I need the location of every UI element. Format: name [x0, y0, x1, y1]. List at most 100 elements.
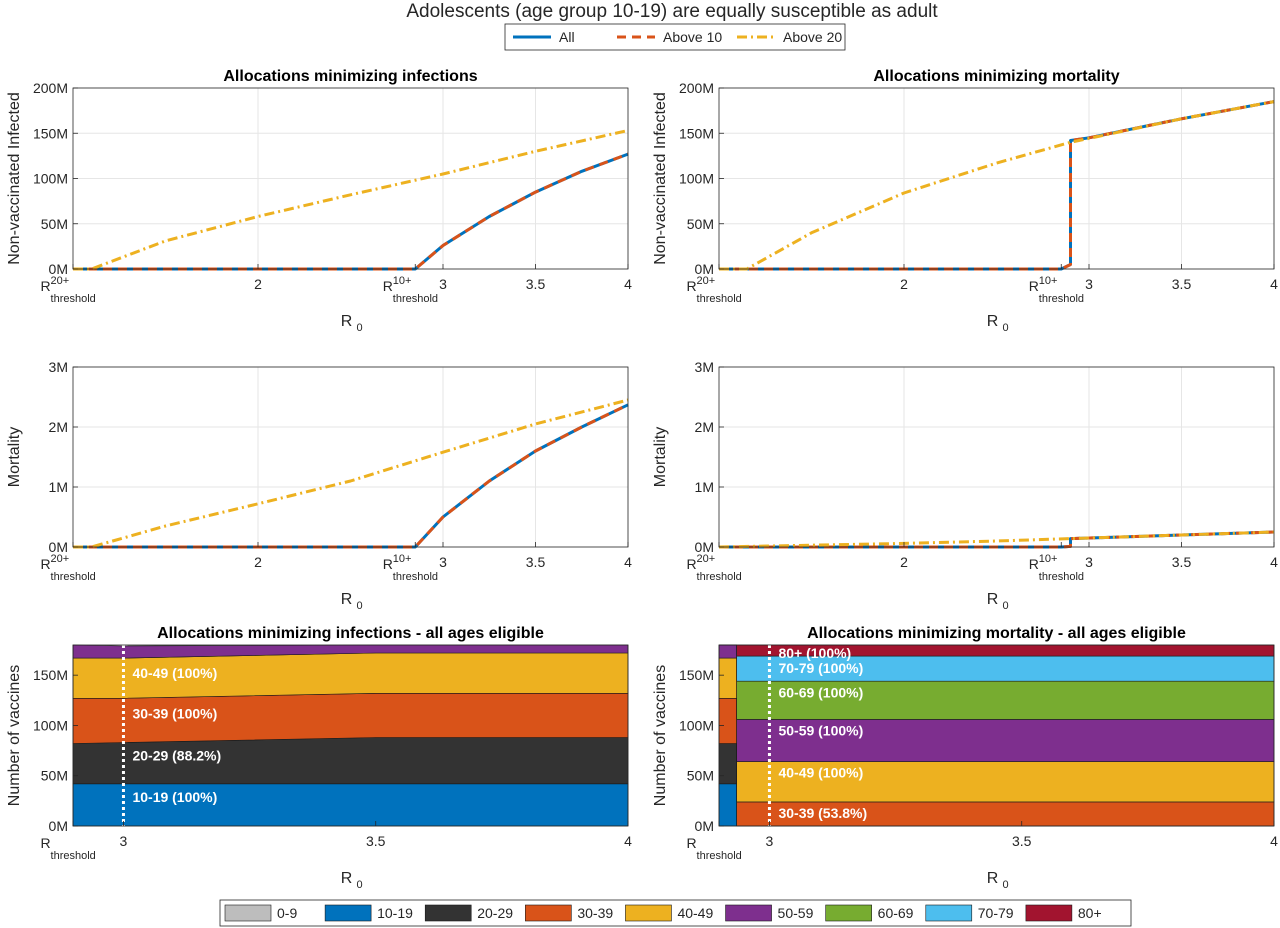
- y-tick-label-1: 50M: [687, 216, 714, 232]
- series-line-2: [73, 129, 629, 271]
- x-tick-label-2: 3.5: [526, 276, 546, 292]
- age-swatch-70-79: [925, 904, 973, 922]
- y-tick-label-2: 2M: [49, 419, 68, 435]
- x-tick-label-1: 3.5: [366, 833, 386, 849]
- x-tick-label-0: 3: [120, 833, 128, 849]
- y-tick-label-1: 50M: [41, 216, 68, 232]
- x-tick-label-0: 2: [254, 276, 262, 292]
- segment-label-3: 50-59 (100%): [778, 722, 863, 738]
- chart-title: Allocations minimizing infections - all …: [157, 625, 544, 642]
- chart-title: Allocations minimizing mortality: [873, 68, 1119, 85]
- segment-label-1: 70-79 (100%): [778, 660, 863, 676]
- y-tick-label-2: 100M: [33, 171, 68, 187]
- threshold-base-0: R: [687, 556, 697, 572]
- y-tick-label-1: 1M: [49, 479, 68, 495]
- x-tick-label-1: 3: [1085, 276, 1093, 292]
- x-tick-label-2: 3.5: [1172, 554, 1192, 570]
- threshold-sub-0: threshold: [51, 571, 96, 583]
- chart-vaccines_min_mortality: 80+ (100%)70-79 (100%) 60-69 (100%) 50-59 …: [652, 625, 1278, 891]
- segment-label-5: 30-39 (53.8%): [778, 805, 867, 821]
- threshold-base-1: R: [1029, 278, 1039, 294]
- chart-vaccines_min_infections: 40-49 (100%) 30-39 (100%) 20-29 (88.2%) 10-…: [6, 625, 632, 891]
- y-tick-label-1: 1M: [695, 479, 714, 495]
- threshold-base-0: R: [41, 835, 51, 851]
- y-tick-label-2: 2M: [695, 419, 714, 435]
- legend-label-0: All: [559, 29, 575, 45]
- y-tick-label-3: 150M: [33, 125, 68, 141]
- axes-box: [718, 644, 1275, 827]
- x-tick-label-0: 2: [254, 554, 262, 570]
- y-tick-label-4: 200M: [33, 80, 68, 96]
- age-label-2: 20-29: [477, 905, 513, 921]
- y-axis-label: Number of vaccines: [6, 665, 23, 806]
- axes-box: [72, 366, 629, 548]
- threshold-base-0: R: [687, 835, 697, 851]
- legend-label-2: Above 20: [783, 29, 842, 45]
- axes-box: [718, 366, 1275, 548]
- segment-label-0: 40-49 (100%): [132, 665, 217, 681]
- y-tick-label-0: 0M: [695, 261, 714, 277]
- threshold-sup-1: 10+: [393, 275, 412, 287]
- x-tick-label-3: 4: [624, 276, 632, 292]
- threshold-sup-0: 20+: [51, 275, 70, 287]
- threshold-sub-1: threshold: [1039, 293, 1084, 305]
- x-axis-label: R: [341, 870, 353, 887]
- age-swatch-30-39: [525, 904, 572, 922]
- x-axis-label: R: [341, 313, 353, 330]
- age-swatch-50-59: [725, 904, 772, 922]
- threshold-base-0: R: [41, 556, 51, 572]
- age-label-0: 0-9: [277, 905, 297, 921]
- threshold-base-0: R: [41, 278, 51, 294]
- series-legend-box: [504, 23, 846, 51]
- age-group-legend: 0-9 10-19 20-29 30-39 40-49 50-59 60-69 70-79 80…: [219, 899, 1132, 927]
- threshold-sup-0: 20+: [697, 275, 716, 287]
- threshold-sub-0: threshold: [51, 850, 96, 862]
- y-tick-label-0: 0M: [695, 818, 714, 834]
- y-axis-label: Mortality: [652, 427, 669, 487]
- y-tick-label-4: 200M: [679, 80, 714, 96]
- series-line-1: [719, 100, 1275, 271]
- y-tick-label-0: 0M: [49, 818, 68, 834]
- age-swatch-60-69: [825, 904, 872, 922]
- y-axis-label: Non-vaccinated Infected: [652, 92, 669, 265]
- plot-area: [719, 367, 1274, 547]
- threshold-sub-0: threshold: [697, 571, 742, 583]
- y-tick-label-0: 0M: [49, 539, 68, 555]
- y-tick-label-2: 100M: [679, 171, 714, 187]
- chart-title: Allocations minimizing mortality - all a…: [807, 625, 1186, 642]
- series-line-2: [719, 100, 1275, 271]
- series-line-2: [73, 398, 629, 549]
- threshold-sub-0: threshold: [51, 293, 96, 305]
- segment-label-2: 60-69 (100%): [778, 684, 863, 700]
- age-swatch-40-49: [625, 904, 672, 922]
- y-tick-label-2: 100M: [33, 717, 68, 733]
- x-axis-label-sub: 0: [1003, 322, 1009, 334]
- x-axis-label: R: [341, 591, 353, 608]
- x-tick-label-2: 3.5: [1172, 276, 1192, 292]
- series-legend: All Above 10 Above 20: [504, 23, 846, 51]
- x-tick-label-0: 2: [900, 276, 908, 292]
- x-axis-label: R: [987, 870, 999, 887]
- y-tick-label-3: 150M: [33, 667, 68, 683]
- segment-label-0: 80+ (100%): [778, 645, 851, 661]
- x-tick-label-3: 4: [624, 554, 632, 570]
- age-swatch-10-19: [324, 904, 372, 922]
- x-tick-label-1: 3.5: [1012, 833, 1032, 849]
- axes-box: [72, 644, 629, 827]
- series-line-2: [718, 530, 1275, 549]
- x-tick-label-1: 3: [439, 554, 447, 570]
- x-tick-label-3: 4: [1270, 554, 1278, 570]
- age-label-6: 60-69: [878, 905, 914, 921]
- x-tick-label-1: 3: [1085, 554, 1093, 570]
- threshold-sub-0: threshold: [697, 850, 742, 862]
- age-label-8: 80+: [1078, 905, 1102, 921]
- series-line-1: [73, 403, 629, 549]
- age-label-4: 40-49: [677, 905, 713, 921]
- threshold-sub-1: threshold: [393, 571, 438, 583]
- y-axis-label: Mortality: [6, 427, 23, 487]
- segment-label-1: 30-39 (100%): [132, 705, 217, 721]
- y-tick-label-1: 50M: [687, 768, 714, 784]
